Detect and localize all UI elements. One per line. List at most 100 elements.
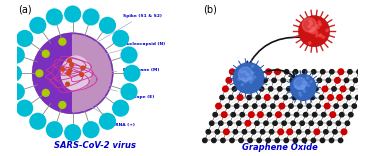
Circle shape bbox=[241, 87, 246, 91]
Circle shape bbox=[321, 70, 325, 74]
Circle shape bbox=[273, 121, 277, 125]
Circle shape bbox=[223, 129, 229, 135]
Circle shape bbox=[237, 121, 241, 125]
Circle shape bbox=[239, 67, 253, 81]
Circle shape bbox=[112, 30, 129, 47]
Circle shape bbox=[267, 112, 272, 117]
Circle shape bbox=[266, 138, 270, 143]
Circle shape bbox=[255, 121, 259, 125]
Circle shape bbox=[309, 121, 313, 125]
Circle shape bbox=[215, 130, 220, 134]
Circle shape bbox=[233, 130, 238, 134]
Circle shape bbox=[333, 130, 337, 134]
Circle shape bbox=[311, 70, 316, 74]
Circle shape bbox=[313, 112, 317, 117]
Circle shape bbox=[314, 87, 318, 91]
Circle shape bbox=[16, 100, 33, 117]
Circle shape bbox=[326, 78, 331, 83]
Circle shape bbox=[8, 46, 25, 64]
Circle shape bbox=[240, 112, 245, 117]
Circle shape bbox=[307, 77, 309, 79]
Circle shape bbox=[337, 95, 342, 100]
Circle shape bbox=[302, 86, 304, 88]
Circle shape bbox=[96, 89, 103, 96]
Circle shape bbox=[257, 138, 261, 143]
Circle shape bbox=[295, 85, 297, 88]
Circle shape bbox=[322, 36, 325, 38]
Circle shape bbox=[220, 95, 224, 100]
Text: Membrane (M): Membrane (M) bbox=[108, 68, 159, 72]
Circle shape bbox=[8, 83, 25, 100]
Circle shape bbox=[229, 69, 235, 75]
Circle shape bbox=[229, 95, 233, 100]
Circle shape bbox=[262, 104, 266, 108]
Circle shape bbox=[221, 138, 225, 143]
Circle shape bbox=[42, 50, 49, 57]
Circle shape bbox=[5, 65, 22, 82]
Circle shape bbox=[300, 121, 304, 125]
Circle shape bbox=[268, 87, 273, 91]
Circle shape bbox=[239, 138, 243, 143]
Circle shape bbox=[290, 74, 316, 101]
Circle shape bbox=[319, 23, 321, 26]
Circle shape bbox=[242, 130, 247, 134]
Circle shape bbox=[206, 130, 211, 134]
Circle shape bbox=[302, 86, 304, 89]
Circle shape bbox=[29, 17, 46, 34]
Ellipse shape bbox=[61, 56, 90, 90]
Circle shape bbox=[263, 78, 267, 83]
Circle shape bbox=[251, 130, 256, 134]
Circle shape bbox=[231, 112, 235, 117]
Circle shape bbox=[270, 130, 274, 134]
Circle shape bbox=[356, 95, 360, 100]
Circle shape bbox=[284, 70, 289, 74]
Circle shape bbox=[348, 70, 352, 74]
Circle shape bbox=[302, 138, 307, 143]
Circle shape bbox=[256, 95, 260, 100]
Circle shape bbox=[313, 31, 315, 33]
Circle shape bbox=[317, 78, 322, 83]
Circle shape bbox=[121, 46, 138, 64]
Circle shape bbox=[279, 103, 285, 109]
Circle shape bbox=[277, 87, 282, 91]
Circle shape bbox=[299, 86, 302, 89]
Circle shape bbox=[317, 26, 319, 29]
Circle shape bbox=[248, 70, 253, 74]
Circle shape bbox=[285, 112, 290, 117]
Circle shape bbox=[287, 129, 293, 135]
Circle shape bbox=[266, 69, 271, 75]
Circle shape bbox=[324, 130, 328, 134]
Circle shape bbox=[272, 78, 276, 83]
Circle shape bbox=[299, 78, 304, 83]
Circle shape bbox=[296, 87, 300, 91]
Circle shape bbox=[301, 95, 306, 100]
Circle shape bbox=[353, 78, 358, 83]
Circle shape bbox=[310, 80, 312, 83]
Circle shape bbox=[236, 78, 240, 83]
Circle shape bbox=[123, 65, 141, 82]
Text: (a): (a) bbox=[18, 5, 32, 15]
Circle shape bbox=[312, 27, 315, 29]
Circle shape bbox=[247, 95, 251, 100]
Circle shape bbox=[252, 65, 254, 67]
Circle shape bbox=[322, 112, 326, 117]
Circle shape bbox=[302, 18, 316, 32]
Circle shape bbox=[302, 87, 305, 90]
Circle shape bbox=[70, 63, 74, 67]
Circle shape bbox=[274, 95, 279, 100]
Circle shape bbox=[242, 78, 244, 80]
Circle shape bbox=[212, 138, 216, 143]
Circle shape bbox=[257, 112, 263, 117]
Circle shape bbox=[248, 138, 252, 143]
Circle shape bbox=[281, 78, 285, 83]
Circle shape bbox=[293, 138, 297, 143]
Circle shape bbox=[302, 85, 304, 87]
Circle shape bbox=[60, 67, 64, 71]
Circle shape bbox=[311, 31, 313, 34]
Circle shape bbox=[66, 82, 70, 86]
Circle shape bbox=[318, 121, 322, 125]
Circle shape bbox=[226, 78, 232, 83]
Circle shape bbox=[311, 29, 314, 31]
Circle shape bbox=[259, 87, 264, 91]
Circle shape bbox=[254, 76, 256, 78]
